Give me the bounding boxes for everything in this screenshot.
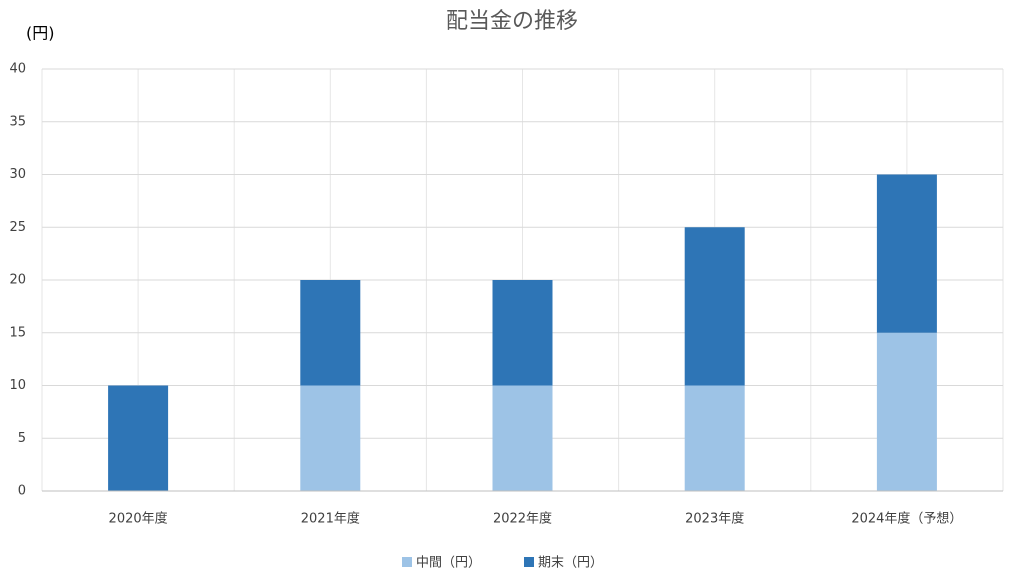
y-tick-label: 25 <box>9 220 26 235</box>
y-tick-label: 0 <box>18 484 26 499</box>
x-tick-label: 2022年度 <box>493 511 552 527</box>
bar-segment <box>300 385 361 491</box>
y-axis-label: (円) <box>26 24 55 43</box>
bar-segment <box>684 227 745 386</box>
bar-segment <box>108 385 169 491</box>
x-tick-label: 2020年度 <box>109 511 168 527</box>
legend-label: 中間（円） <box>416 556 481 571</box>
legend-swatch <box>402 557 412 567</box>
bar-segment <box>492 385 553 491</box>
bar-segment <box>876 332 937 491</box>
x-tick-label: 2021年度 <box>301 511 360 527</box>
bar-segment <box>684 385 745 491</box>
legend-label: 期末（円） <box>538 556 603 571</box>
bar-segment <box>876 174 937 333</box>
bar-segment <box>492 280 553 386</box>
legend-swatch <box>524 557 534 567</box>
y-tick-label: 40 <box>9 62 26 77</box>
y-tick-label: 35 <box>9 114 26 129</box>
chart-title: 配当金の推移 <box>446 9 578 34</box>
y-tick-label: 20 <box>9 273 26 288</box>
y-tick-label: 5 <box>18 431 26 446</box>
y-tick-label: 10 <box>9 378 26 393</box>
y-tick-label: 15 <box>9 325 26 340</box>
x-tick-label: 2023年度 <box>685 511 744 527</box>
y-tick-label: 30 <box>9 167 26 182</box>
bar-segment <box>300 280 361 386</box>
x-tick-label: 2024年度（予想） <box>851 511 962 527</box>
